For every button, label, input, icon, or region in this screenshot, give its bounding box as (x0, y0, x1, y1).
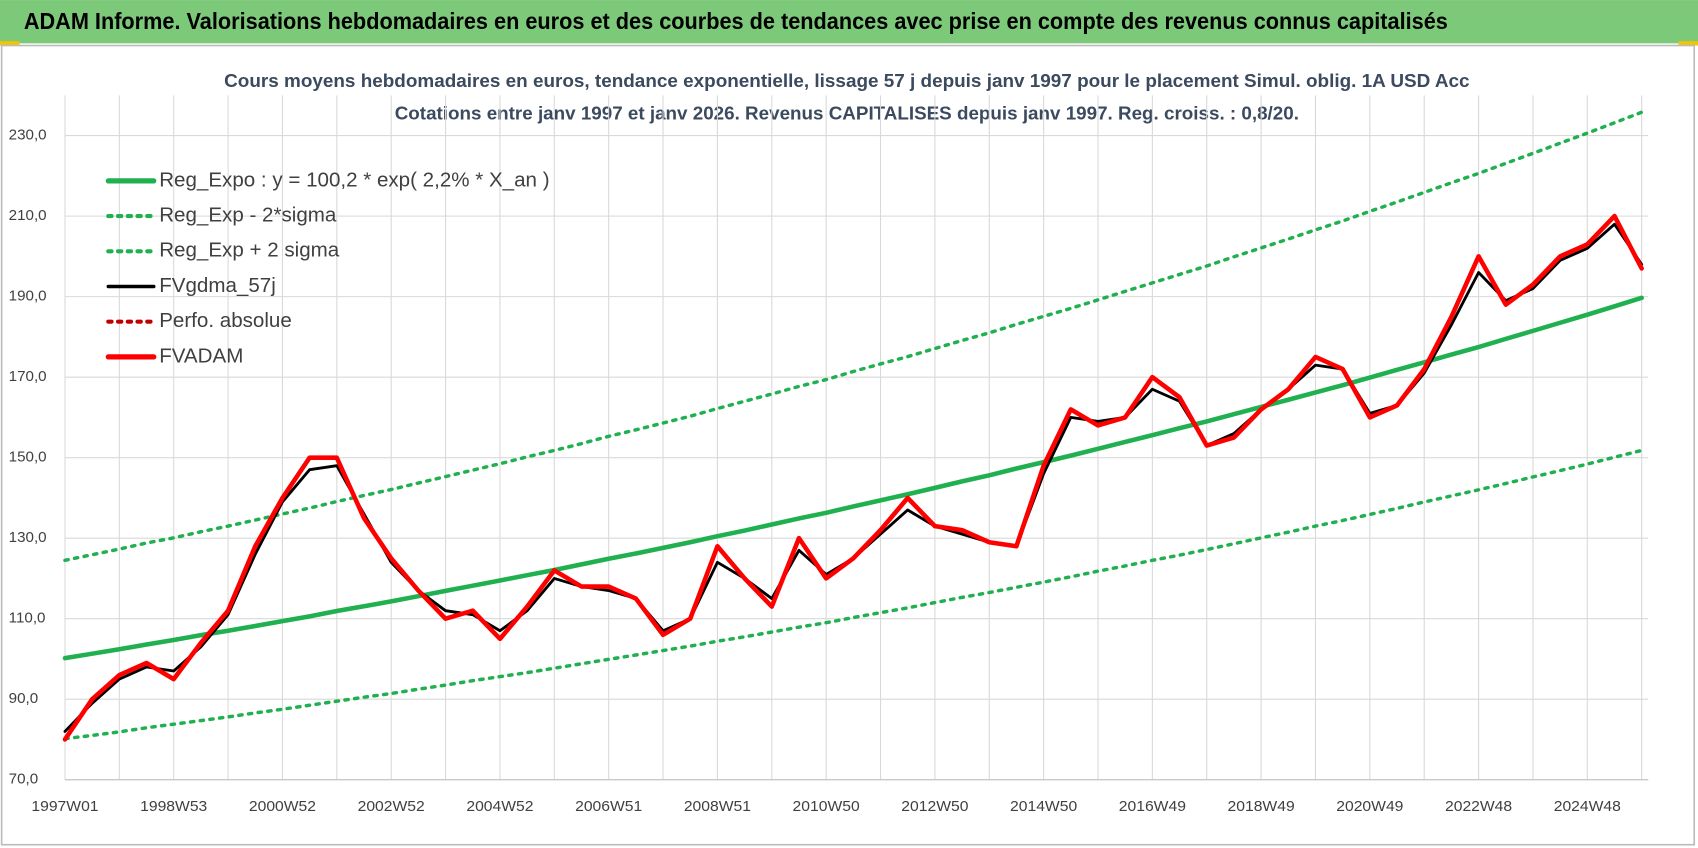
y-tick-label: 150,0 (9, 449, 47, 466)
legend-label: Reg_Exp - 2*sigma (159, 204, 337, 227)
x-tick-label: 2000W52 (249, 798, 316, 815)
x-tick-label: 1997W01 (31, 798, 98, 815)
y-tick-label: 130,0 (9, 529, 47, 546)
legend-label: Reg_Expo : y = 100,2 * exp( 2,2% * X_an … (159, 168, 549, 191)
x-tick-label: 2022W48 (1445, 798, 1512, 815)
y-tick-label: 210,0 (9, 207, 47, 224)
x-tick-label: 2002W52 (358, 798, 425, 815)
header-bar (0, 0, 1698, 44)
legend: Reg_Expo : y = 100,2 * exp( 2,2% * X_an … (105, 168, 550, 367)
chart-title: Cours moyens hebdomadaires en euros, ten… (224, 70, 1469, 91)
x-tick-label: 2012W50 (901, 798, 968, 815)
series-line (62, 213, 1644, 742)
x-tick-label: 2024W48 (1554, 798, 1621, 815)
x-tick-label: 2020W49 (1336, 798, 1403, 815)
plot (62, 110, 1644, 742)
y-tick-label: 190,0 (9, 288, 47, 305)
series-line (62, 295, 1644, 661)
x-tick-label: 2018W49 (1228, 798, 1295, 815)
x-tick-label: 2010W50 (793, 798, 860, 815)
x-tick-label: 1998W53 (140, 798, 207, 815)
chart-subtitle: Cotations entre janv 1997 et janv 2026. … (395, 103, 1299, 124)
header-title: ADAM Informe. Valorisations hebdomadaire… (24, 8, 1448, 34)
series-line (63, 110, 1644, 563)
corner-mark (0, 41, 20, 46)
grid (64, 95, 1649, 781)
y-tick-label: 70,0 (9, 771, 39, 788)
x-tick-label: 2016W49 (1119, 798, 1186, 815)
axes: 70,0 90,0 110,0 130,0 150,0 170,0 190,0 210,0 23… (9, 127, 1649, 815)
x-tick-label: 2006W51 (575, 798, 642, 815)
y-tick-label: 110,0 (9, 610, 46, 627)
x-tick-label: 2014W50 (1010, 798, 1077, 815)
legend-label: FVADAM (159, 344, 243, 367)
series-line (63, 222, 1644, 733)
x-tick-label: 2004W52 (466, 798, 533, 815)
legend-label: Perfo. absolue (159, 309, 292, 332)
legend-label: FVgdma_57j (159, 274, 276, 297)
chart-frame (0, 44, 1696, 846)
legend-label: Reg_Exp + 2 sigma (159, 239, 340, 262)
y-tick-label: 90,0 (9, 690, 39, 707)
x-tick-label: 2008W51 (684, 798, 751, 815)
y-tick-label: 230,0 (9, 127, 47, 144)
series-line (63, 448, 1644, 741)
corner-mark (1678, 41, 1698, 46)
y-tick-label: 170,0 (9, 368, 47, 385)
